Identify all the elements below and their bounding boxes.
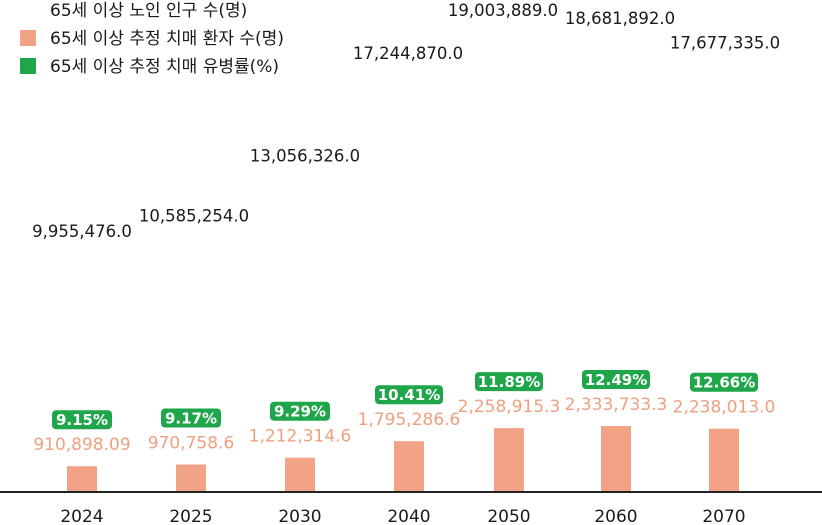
rate-badge-bg-2025 bbox=[161, 408, 221, 428]
population-label-2025: 10,585,254.0 bbox=[139, 207, 249, 226]
population-label-2050: 19,003,889.0 bbox=[448, 1, 558, 20]
rate-badge-2070: 12.66% bbox=[690, 372, 758, 392]
patient-bar-2060 bbox=[601, 426, 631, 492]
rate-badge-bg-2024 bbox=[52, 410, 112, 430]
rate-label-2025: 9.17% bbox=[165, 410, 217, 428]
x-tick-2050: 2050 bbox=[487, 507, 530, 525]
x-tick-2040: 2040 bbox=[387, 507, 430, 525]
rate-badge-2025: 9.17% bbox=[161, 408, 221, 428]
rate-label-2070: 12.66% bbox=[693, 374, 755, 392]
legend-entry-2: 65세 이상 추정 치매 유병률(%) bbox=[50, 57, 279, 77]
rate-badge-bg-2030 bbox=[270, 401, 330, 421]
patient-label-2030: 1,212,314.6 bbox=[249, 427, 352, 447]
rate-label-2050: 11.89% bbox=[478, 373, 540, 391]
rate-badge-bg-2070 bbox=[690, 372, 758, 392]
legend-swatch-2 bbox=[20, 58, 36, 74]
x-tick-2070: 2070 bbox=[702, 507, 745, 525]
patient-bar-2025 bbox=[176, 464, 206, 492]
legend-entry-1: 65세 이상 추정 치매 환자 수(명) bbox=[50, 29, 284, 49]
rate-badge-2040: 10.41% bbox=[375, 385, 443, 405]
x-axis-tick-labels: 2024 2025 2030 2040 2050 2060 2070 bbox=[60, 507, 745, 525]
patient-bar-2040 bbox=[394, 441, 424, 492]
population-label-2060: 18,681,892.0 bbox=[565, 9, 675, 28]
patient-bars bbox=[67, 426, 739, 492]
patient-bar-2024 bbox=[67, 466, 97, 492]
patient-label-2040: 1,795,286.6 bbox=[358, 410, 461, 430]
population-labels: 9,955,476.0 10,585,254.0 13,056,326.0 17,24… bbox=[32, 1, 780, 241]
rate-label-2060: 12.49% bbox=[585, 371, 647, 389]
rate-badge-2024: 9.15% bbox=[52, 410, 112, 430]
rate-badge-bg-2050 bbox=[475, 372, 543, 392]
patient-labels: 910,898.09 970,758.6 1,212,314.6 1,795,286.… bbox=[33, 395, 775, 455]
rate-label-2030: 9.29% bbox=[274, 403, 326, 421]
rate-badge-bg-2060 bbox=[582, 370, 650, 389]
rate-label-2024: 9.15% bbox=[56, 411, 108, 429]
x-tick-2024: 2024 bbox=[60, 507, 103, 525]
patient-label-2070: 2,238,013.0 bbox=[673, 398, 776, 418]
rate-badge-2030: 9.29% bbox=[270, 401, 330, 421]
population-label-2040: 17,244,870.0 bbox=[353, 44, 463, 63]
patient-label-2024: 910,898.09 bbox=[33, 435, 130, 455]
patient-label-2025: 970,758.6 bbox=[148, 434, 235, 454]
rate-badge-2060: 12.49% bbox=[582, 370, 650, 389]
patient-bar-2070 bbox=[709, 428, 739, 492]
population-label-2030: 13,056,326.0 bbox=[250, 146, 360, 165]
rate-badges: 9.15% 9.17% 9.29% 10.41% 11.89% 12.49% 12.66% bbox=[52, 370, 758, 430]
legend-entry-0: 65세 이상 노인 인구 수(명) bbox=[50, 1, 247, 21]
rate-badge-bg-2040 bbox=[375, 385, 443, 405]
patient-label-2050: 2,258,915.3 bbox=[458, 397, 561, 417]
patient-label-2060: 2,333,733.3 bbox=[565, 395, 668, 415]
x-tick-2025: 2025 bbox=[169, 507, 212, 525]
legend: 65세 이상 노인 인구 수(명) 65세 이상 추정 치매 환자 수(명) 65세… bbox=[20, 1, 284, 77]
rate-label-2040: 10.41% bbox=[378, 386, 440, 404]
rate-badge-2050: 11.89% bbox=[475, 372, 543, 392]
legend-swatch-1 bbox=[20, 30, 36, 46]
patient-bar-2030 bbox=[285, 457, 315, 492]
population-label-2070: 17,677,335.0 bbox=[670, 33, 780, 52]
x-tick-2060: 2060 bbox=[594, 507, 637, 525]
population-label-2024: 9,955,476.0 bbox=[32, 222, 132, 241]
patient-bar-2050 bbox=[494, 428, 524, 492]
x-tick-2030: 2030 bbox=[278, 507, 321, 525]
